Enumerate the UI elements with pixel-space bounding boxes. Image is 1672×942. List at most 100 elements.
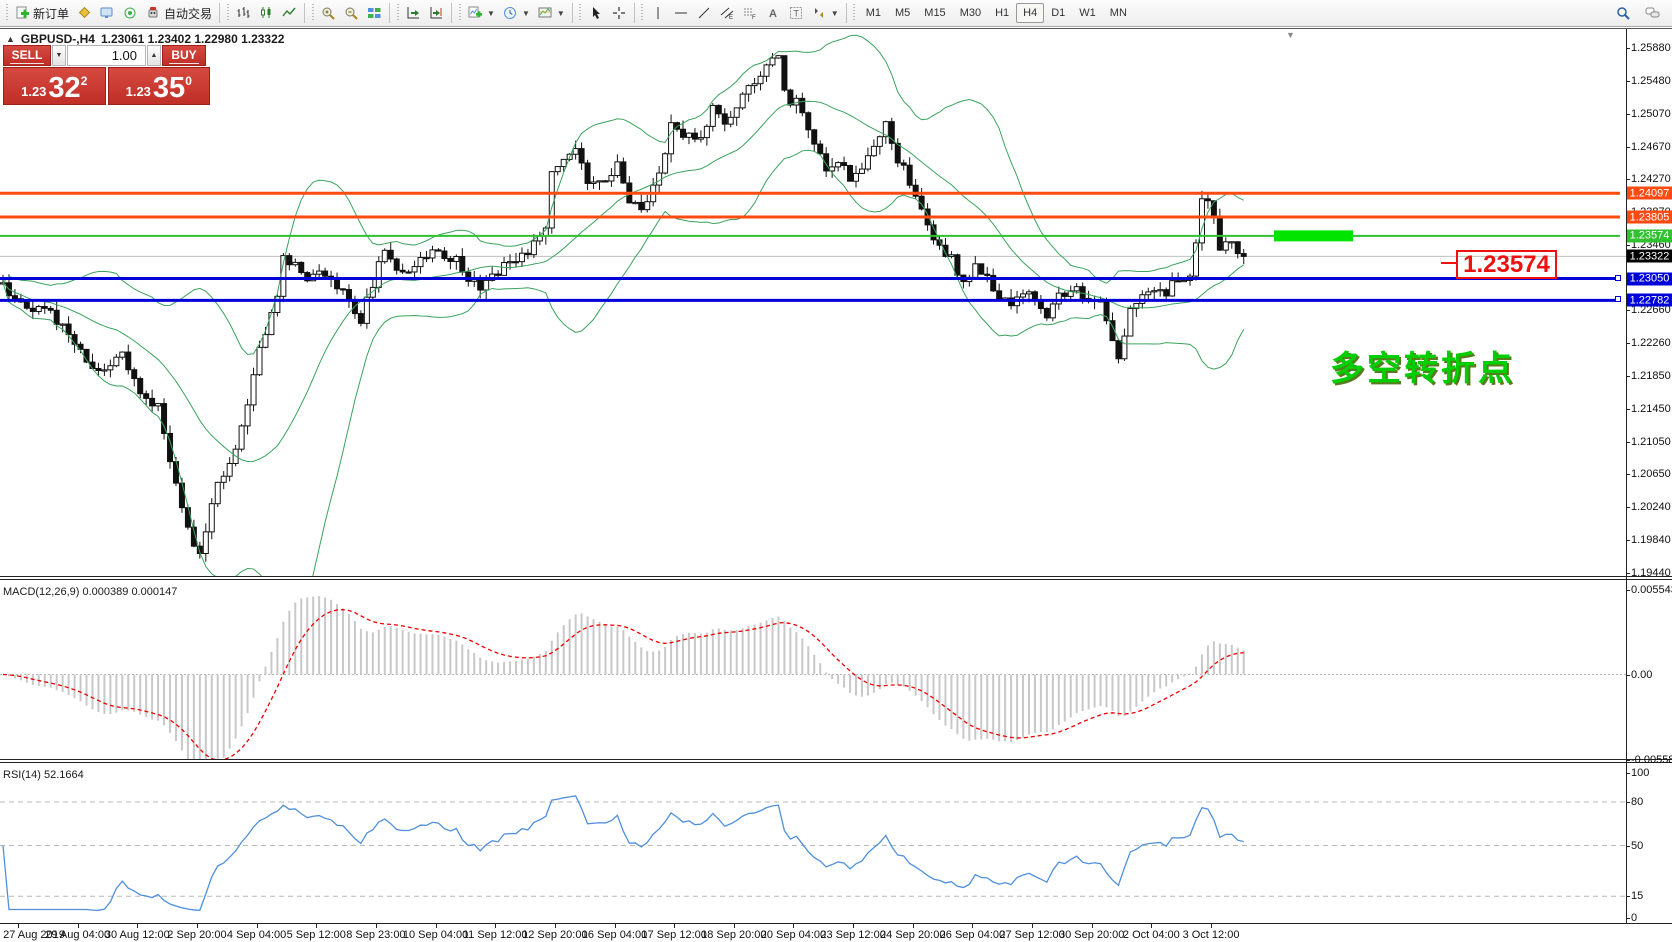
zoom-in-button[interactable] [317, 2, 340, 25]
date-tick [733, 924, 735, 928]
volume-decrease-button[interactable]: ▼ [52, 45, 66, 66]
price-level-label: 1.23574 [1627, 229, 1672, 243]
rsi-pane-canvas[interactable] [0, 764, 1626, 923]
date-tick [1151, 924, 1153, 928]
line-endpoint-handle[interactable] [1615, 296, 1621, 303]
periods-button[interactable]: ▼ [499, 2, 534, 25]
timeframe-mn[interactable]: MN [1109, 7, 1127, 19]
price-tick-label: 1.21050 [1626, 435, 1671, 448]
dropdown-arrow-icon[interactable]: ▼ [830, 8, 839, 18]
trendline-button[interactable] [693, 2, 716, 25]
rsi-axis-label: 80 [1625, 796, 1644, 808]
chat-icon [1645, 6, 1660, 20]
price-callout-box[interactable]: 1.23574 [1456, 250, 1557, 279]
toolbar-grip[interactable] [4, 4, 9, 22]
terminal-icon [100, 6, 115, 20]
channel-button[interactable]: E [716, 2, 739, 25]
terminal-button[interactable] [96, 2, 119, 25]
date-tick [196, 924, 198, 928]
autotrading-button[interactable]: 自动交易 [142, 2, 216, 25]
date-tick [912, 924, 914, 928]
toolbar-grip[interactable] [395, 4, 401, 22]
sell-price-display[interactable]: 1.23 32 2 [3, 67, 106, 105]
pane-separator[interactable] [0, 759, 1672, 763]
volume-input[interactable]: 1.00 [67, 45, 146, 66]
main-chart-canvas[interactable] [0, 29, 1626, 576]
dropdown-arrow-icon[interactable]: ▼ [556, 8, 565, 18]
price-tick-label: 1.19440 [1626, 566, 1671, 579]
chart-shift-marker[interactable]: ▼ [1286, 30, 1295, 40]
sell-price-base: 1.23 [21, 84, 47, 99]
dropdown-arrow-icon[interactable]: ▼ [487, 8, 495, 18]
macd-axis-label: -0.005583 [1626, 754, 1672, 766]
timeframe-m5[interactable]: M5 [895, 7, 911, 19]
timeframe-m15[interactable]: M15 [924, 7, 946, 19]
text-button[interactable]: A [762, 2, 785, 25]
candlestick-chart-button[interactable] [255, 2, 278, 25]
toolbar-grip[interactable] [310, 4, 316, 22]
date-tick [137, 924, 139, 928]
vertical-line-button[interactable] [647, 2, 670, 25]
macd-pane-canvas[interactable] [0, 581, 1626, 759]
toolbar-separator [304, 3, 306, 23]
timeframe-w1[interactable]: W1 [1079, 7, 1096, 19]
template-icon [538, 6, 553, 20]
new-chart-button[interactable]: ▼ [464, 2, 499, 25]
search-button[interactable] [1612, 2, 1635, 25]
line-chart-button[interactable] [278, 2, 301, 25]
date-tick [1032, 924, 1034, 928]
channel-icon: E [720, 6, 735, 20]
chat-button[interactable] [1641, 2, 1664, 25]
toolbar-grip[interactable] [457, 4, 463, 22]
bars-icon [236, 6, 251, 20]
toolbar-grip[interactable] [225, 4, 231, 22]
horizontal-line-button[interactable] [670, 2, 693, 25]
auto-scroll-button[interactable] [402, 2, 425, 25]
sell-button[interactable]: SELL [3, 45, 51, 66]
cursor-button[interactable] [585, 2, 608, 25]
price-level-label: 1.23805 [1627, 210, 1672, 224]
candles-icon [259, 6, 274, 20]
arrows-button[interactable]: ▼ [808, 2, 843, 25]
timeframe-h4[interactable]: H4 [1016, 3, 1045, 23]
dropdown-arrow-icon[interactable]: ▼ [521, 8, 530, 18]
toolbar-grip[interactable] [639, 4, 645, 22]
chart-shift-button[interactable] [425, 2, 448, 25]
collapse-panel-icon[interactable]: ▲ [6, 34, 15, 44]
timeframe-h1[interactable]: H1 [995, 7, 1010, 19]
date-tick [77, 924, 79, 928]
pivot-annotation-text[interactable]: 多空转折点 [1330, 350, 1515, 388]
tile-windows-button[interactable] [363, 2, 386, 25]
metaeditor-button[interactable] [73, 2, 96, 25]
zoom-out-button[interactable] [340, 2, 363, 25]
vline-icon [651, 6, 666, 20]
timeframe-d1[interactable]: D1 [1051, 7, 1066, 19]
date-tick [18, 924, 19, 928]
date-tick-label: 17 Sep 12:00 [641, 929, 707, 941]
fibonacci-button[interactable]: F [739, 2, 762, 25]
crosshair-button[interactable] [608, 2, 631, 25]
volume-increase-button[interactable]: ▲ [147, 45, 161, 66]
buy-price-display[interactable]: 1.23 35 0 [107, 67, 210, 105]
new-order-button[interactable]: 新订单 [11, 2, 73, 25]
chart-shift-icon [429, 6, 444, 20]
timeframe-m1[interactable]: M1 [865, 7, 881, 19]
auto-scroll-icon [406, 6, 421, 20]
line-endpoint-handle[interactable] [1615, 274, 1621, 281]
toolbar-separator [571, 3, 573, 23]
one-click-trading-panel: SELL ▼ 1.00 ▲ BUY 1.23 32 2 1.23 35 0 [3, 45, 210, 105]
price-tick-label: 1.22260 [1626, 336, 1671, 349]
buy-button[interactable]: BUY [162, 45, 206, 66]
text-label-button[interactable]: T [785, 2, 808, 25]
price-tick-label: 1.24670 [1626, 140, 1671, 153]
timeframe-m30[interactable]: M30 [959, 7, 982, 19]
bar-chart-button[interactable] [232, 2, 255, 25]
signals-button[interactable] [119, 2, 142, 25]
pane-separator[interactable] [0, 576, 1672, 580]
date-tick-label: 11 Sep 12:00 [462, 929, 528, 941]
templates-button[interactable]: ▼ [534, 2, 569, 25]
hline-icon [674, 6, 689, 20]
toolbar-grip[interactable] [577, 4, 583, 22]
linechart-icon [282, 6, 297, 20]
